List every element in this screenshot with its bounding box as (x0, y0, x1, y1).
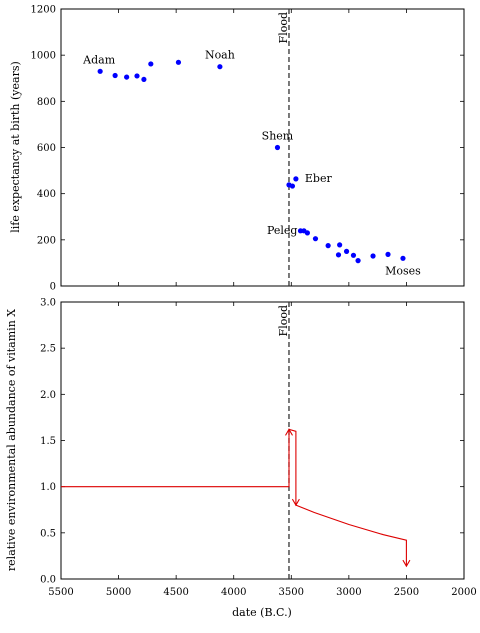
x-tick-label: 2500 (394, 587, 419, 598)
x-tick-label: 4500 (163, 587, 188, 598)
bottom-plot-frame (60, 301, 465, 580)
y-tick-label: 0.5 (40, 528, 56, 539)
data-point (337, 242, 343, 248)
data-point (370, 253, 376, 259)
data-point (335, 252, 342, 258)
data-point (293, 176, 299, 182)
y-tick-label: 1.0 (40, 482, 56, 493)
data-point (274, 144, 281, 151)
data-point (325, 243, 331, 249)
point-annotation: Shem (262, 130, 294, 143)
point-annotation: Noah (205, 49, 235, 62)
x-axis-label: date (B.C.) (232, 606, 292, 619)
data-point (112, 72, 118, 79)
data-point (304, 230, 311, 236)
y-tick-label: 1000 (31, 51, 56, 62)
data-point (217, 64, 223, 70)
data-point (134, 73, 140, 79)
top-annotations: Adam Noah Shem Eber Peleg Moses (82, 49, 421, 278)
x-tick-label: 5500 (48, 587, 73, 598)
arrowhead (402, 559, 411, 568)
y-tick-label: 0 (50, 282, 56, 293)
bottom-series (61, 428, 411, 568)
bottom-panel: 0.0 0.5 1.0 1.5 2.0 2.5 3.0 5500 5000 4500 4000 35… (5, 298, 477, 620)
flood-label: Flood (277, 305, 290, 336)
bottom-x-ticks: 5500 5000 4500 4000 3500 3000 2500 2000 (48, 302, 477, 598)
data-point (343, 248, 350, 254)
y-tick-label: 2.0 (40, 390, 56, 401)
y-tick-label: 1.5 (40, 436, 56, 447)
data-point (289, 183, 296, 189)
x-tick-label: 5000 (106, 587, 131, 598)
vitamin-line (61, 428, 407, 567)
data-point (141, 76, 147, 83)
bottom-y-ticks: 0.0 0.5 1.0 1.5 2.0 2.5 3.0 (40, 298, 464, 586)
x-tick-label: 3000 (336, 587, 361, 598)
point-annotation: Moses (385, 264, 421, 277)
data-point (97, 68, 103, 74)
top-panel: 0 200 400 600 800 1000 1200 Flood Adam Noah Shem… (9, 5, 465, 293)
y-tick-label: 0.0 (40, 575, 56, 586)
bottom-y-axis-label: relative environmental abundance of vita… (5, 309, 18, 571)
data-point (385, 251, 391, 257)
y-tick-label: 1200 (31, 5, 56, 16)
point-annotation: Peleg (267, 224, 298, 237)
data-point (124, 74, 130, 80)
x-tick-label: 3500 (279, 587, 304, 598)
y-tick-label: 200 (37, 235, 56, 246)
top-y-ticks: 0 200 400 600 800 1000 1200 (31, 5, 464, 293)
data-point (312, 236, 319, 242)
y-tick-label: 2.5 (40, 344, 56, 355)
top-y-axis-label: life expectancy at birth (years) (9, 61, 22, 233)
top-x-ticks (60, 9, 465, 286)
data-point (175, 59, 182, 65)
y-tick-label: 3.0 (40, 298, 56, 309)
data-point (148, 61, 154, 67)
data-point (355, 258, 361, 264)
x-tick-label: 4000 (221, 587, 246, 598)
y-tick-label: 800 (37, 97, 56, 108)
top-points (97, 59, 406, 264)
top-flood-line: Flood (277, 9, 290, 286)
bottom-flood-line: Flood (277, 302, 290, 579)
y-tick-label: 600 (37, 143, 56, 154)
point-annotation: Eber (305, 172, 333, 185)
top-plot-frame (60, 8, 465, 287)
data-point (400, 255, 406, 261)
y-tick-label: 400 (37, 189, 56, 200)
flood-label: Flood (277, 12, 290, 43)
point-annotation: Adam (82, 53, 116, 66)
data-point (350, 252, 357, 258)
arrowhead (291, 498, 300, 507)
x-tick-label: 2000 (451, 587, 476, 598)
arrowhead (285, 428, 293, 436)
